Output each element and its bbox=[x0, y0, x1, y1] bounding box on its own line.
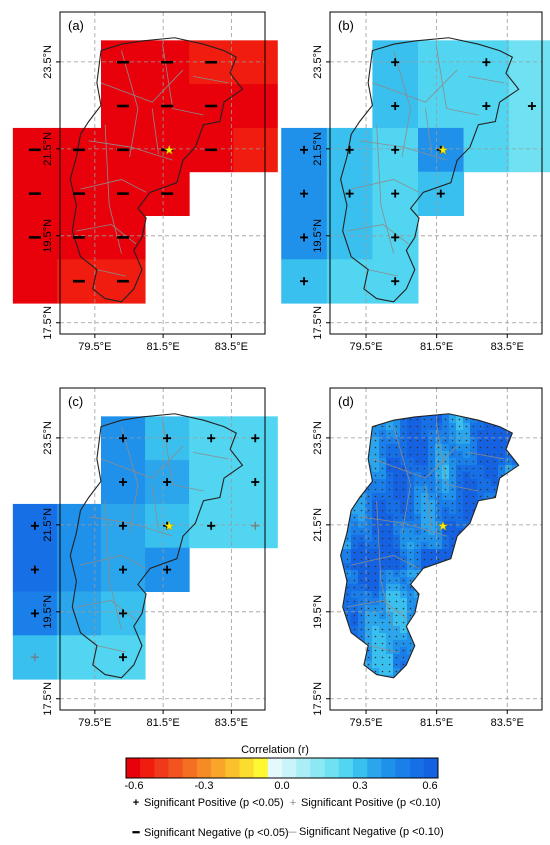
y-tick-label: 17.5°N bbox=[312, 682, 324, 716]
y-tick-label: 21.5°N bbox=[42, 132, 54, 166]
colorbar-swatch bbox=[239, 758, 254, 778]
panel-label: (a) bbox=[68, 18, 84, 33]
map-panel: ★ (d) 79.5°E 81.5°E 83.5°E 23.5°N 21.5°N 19.5°N… bbox=[312, 387, 543, 729]
y-tick-label: 17.5°N bbox=[42, 306, 54, 340]
y-tick-label: 19.5°N bbox=[312, 595, 324, 629]
grid-cell bbox=[463, 127, 510, 173]
y-tick-label: 21.5°N bbox=[312, 508, 324, 542]
colorbar-swatch bbox=[154, 758, 169, 778]
x-tick-label: 83.5°E bbox=[215, 717, 248, 729]
map-panel: ★ (c) 79.5°E 81.5°E 83.5°E 23.5°N 21.5°N 19.5°N… bbox=[12, 387, 278, 729]
colorbar-tick-label: -0.6 bbox=[125, 780, 144, 792]
colorbar-swatch bbox=[225, 758, 240, 778]
state-boundary bbox=[69, 413, 244, 679]
station-star-icon: ★ bbox=[438, 143, 449, 157]
x-tick-label: 79.5°E bbox=[349, 341, 382, 353]
colorbar: -0.6 -0.3 0.0 0.3 0.6 bbox=[125, 757, 439, 792]
colorbar-swatch bbox=[126, 758, 141, 778]
y-tick-label: 23.5°N bbox=[312, 421, 324, 455]
grid-cell bbox=[189, 460, 234, 505]
colorbar-swatch bbox=[409, 758, 425, 778]
x-tick-label: 83.5°E bbox=[491, 717, 524, 729]
station-star-icon: ★ bbox=[438, 519, 449, 533]
colorbar-swatch bbox=[423, 758, 439, 778]
colorbar-swatch bbox=[310, 758, 325, 778]
grid-cell bbox=[56, 547, 102, 593]
x-tick-label: 79.5°E bbox=[78, 341, 111, 353]
plus-grey-icon: + bbox=[289, 797, 297, 809]
y-tick-label: 21.5°N bbox=[42, 508, 54, 542]
colorbar-swatch bbox=[324, 758, 340, 778]
grid-cell bbox=[417, 84, 465, 129]
plus-bold-icon: + bbox=[132, 797, 140, 809]
colorbar-swatch bbox=[182, 758, 198, 778]
y-tick-label: 19.5°N bbox=[42, 219, 54, 253]
colorbar-swatch bbox=[381, 758, 396, 778]
colorbar-tick-label: 0.3 bbox=[352, 780, 367, 792]
x-tick-label: 83.5°E bbox=[491, 341, 524, 353]
colorbar-swatch bbox=[352, 758, 368, 778]
grid-cell bbox=[509, 127, 550, 173]
y-tick-label: 23.5°N bbox=[42, 45, 54, 79]
colorbar-swatch bbox=[367, 758, 382, 778]
x-tick-label: 81.5°E bbox=[420, 717, 453, 729]
colorbar-swatch bbox=[253, 758, 269, 778]
state-boundary bbox=[340, 413, 520, 679]
grid-cell bbox=[417, 40, 465, 85]
grid-cell bbox=[509, 40, 550, 85]
grid-cell bbox=[233, 127, 278, 173]
grid-cell bbox=[12, 259, 58, 304]
x-tick-label: 83.5°E bbox=[215, 341, 248, 353]
colorbar-swatch bbox=[296, 758, 311, 778]
grid-cell bbox=[233, 40, 278, 85]
x-tick-label: 81.5°E bbox=[147, 341, 180, 353]
y-tick-label: 19.5°N bbox=[312, 219, 324, 253]
legend-significant-positive-05: + Significant Positive (p <0.05) bbox=[128, 797, 284, 809]
colorbar-swatch bbox=[168, 758, 184, 778]
colorbar-swatch bbox=[395, 758, 410, 778]
station-star-icon: ★ bbox=[164, 519, 175, 533]
panel-label: (b) bbox=[338, 18, 354, 33]
y-tick-label: 23.5°N bbox=[312, 45, 324, 79]
colorbar-tick-label: 0.0 bbox=[274, 780, 289, 792]
colorbar-title: Correlation (r) bbox=[241, 744, 309, 756]
panel-label: (d) bbox=[338, 394, 354, 409]
minus-bold-icon: ━ bbox=[132, 827, 140, 839]
y-tick-label: 19.5°N bbox=[42, 595, 54, 629]
y-tick-label: 17.5°N bbox=[312, 306, 324, 340]
minus-grey-icon: — bbox=[285, 826, 297, 838]
colorbar-swatch bbox=[267, 758, 283, 778]
legend-significant-positive-10: + Significant Positive (p <0.10) bbox=[285, 797, 441, 809]
grid-cell bbox=[233, 84, 278, 129]
colorbar-tick-label: -0.3 bbox=[195, 780, 214, 792]
map-panel: ★ (a) 79.5°E 81.5°E 83.5°E 23.5°N 21.5°N 19.5°N… bbox=[12, 11, 278, 353]
map-panel: ★ (b) 79.5°E 81.5°E 83.5°E 23.5°N 21.5°N 19.5°N… bbox=[281, 11, 550, 353]
legend-significant-negative-05: ━ Significant Negative (p <0.05) bbox=[128, 826, 289, 839]
colorbar-swatch bbox=[140, 758, 155, 778]
x-tick-label: 79.5°E bbox=[78, 717, 111, 729]
x-tick-label: 81.5°E bbox=[147, 717, 180, 729]
x-tick-label: 79.5°E bbox=[349, 717, 382, 729]
state-boundary bbox=[340, 37, 520, 303]
x-tick-label: 81.5°E bbox=[420, 341, 453, 353]
colorbar-swatch bbox=[282, 758, 297, 778]
y-tick-label: 17.5°N bbox=[42, 682, 54, 716]
colorbar-swatch bbox=[338, 758, 354, 778]
y-tick-label: 21.5°N bbox=[312, 132, 324, 166]
colorbar-swatch bbox=[211, 758, 226, 778]
station-star-icon: ★ bbox=[164, 143, 175, 157]
grid-cell bbox=[56, 503, 102, 549]
y-tick-label: 23.5°N bbox=[42, 421, 54, 455]
state-boundary bbox=[69, 37, 244, 303]
legend-significant-negative-10: — Significant Negative (p <0.10) bbox=[283, 826, 444, 838]
panel-label: (c) bbox=[68, 394, 83, 409]
map-panels: ★ (a) 79.5°E 81.5°E 83.5°E 23.5°N 21.5°N 19.5°N… bbox=[12, 11, 550, 729]
colorbar-swatch bbox=[196, 758, 212, 778]
colorbar-tick-label: 0.6 bbox=[422, 780, 437, 792]
